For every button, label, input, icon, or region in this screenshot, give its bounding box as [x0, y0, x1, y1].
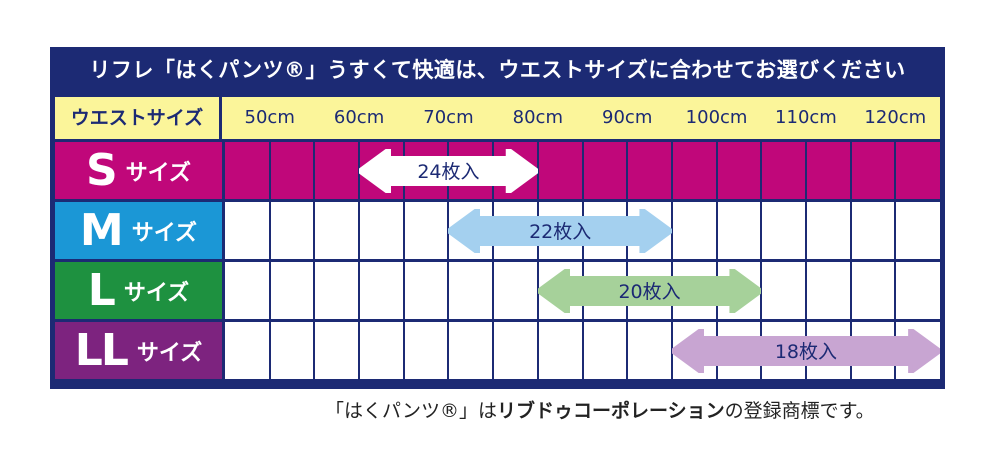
grid-line — [581, 142, 584, 199]
grid-line — [313, 142, 316, 199]
grid-line — [358, 202, 361, 259]
size-row: LL サイズ 18枚入 — [55, 322, 940, 379]
grid-line — [313, 322, 316, 379]
size-word: サイズ — [131, 220, 198, 246]
pack-count: 18枚入 — [774, 341, 838, 363]
grid-line — [402, 202, 405, 259]
range-arrow — [671, 328, 940, 373]
waist-tick: 60cm — [333, 107, 385, 128]
pack-count: 20枚入 — [618, 281, 681, 303]
size-letter: L — [87, 265, 116, 316]
range-arrow — [359, 148, 538, 193]
range-arrow-shape — [448, 208, 672, 253]
waist-tick: 100cm — [685, 107, 748, 128]
size-range-grid: 18枚入 — [225, 322, 940, 379]
range-arrow — [537, 268, 762, 313]
size-row: S サイズ 24枚入 — [55, 142, 940, 199]
grid-line — [492, 322, 495, 379]
grid-line — [804, 202, 807, 259]
grid-line — [715, 202, 718, 259]
waist-tick: 80cm — [512, 107, 563, 128]
grid-line — [849, 202, 852, 259]
grid-line — [760, 262, 763, 319]
waist-tick: 90cm — [602, 107, 653, 128]
size-range-grid: 24枚入 — [225, 142, 940, 199]
grid-line — [849, 262, 852, 319]
grid-line — [536, 322, 539, 379]
footnote-pre: 「はくパンツ®」は — [325, 400, 497, 422]
size-letter: LL — [74, 325, 129, 376]
waist-size-header: ウエストサイズ 50cm 60cm 70cm 80cm 90cm 100cm 110cm 12… — [55, 97, 940, 139]
pack-count: 24枚入 — [417, 161, 480, 183]
grid-line — [715, 142, 718, 199]
range-arrow-shape — [671, 328, 940, 373]
grid-line — [536, 142, 539, 199]
range-arrow-shape — [537, 268, 762, 313]
grid-line — [358, 322, 361, 379]
chart-title: リフレ「はくパンツ®」うすくて快適は、ウエストサイズに合わせてお選びください — [89, 58, 906, 82]
grid-line — [894, 142, 897, 199]
size-word: サイズ — [136, 340, 203, 366]
waist-tick-area: 50cm 60cm 70cm 80cm 90cm 100cm 110cm 120cm — [225, 97, 940, 139]
grid-line — [670, 202, 673, 259]
size-row: L サイズ 20枚入 — [55, 262, 940, 319]
pack-count: 22枚入 — [529, 221, 592, 243]
size-label: L サイズ — [55, 262, 222, 319]
grid-line — [447, 262, 450, 319]
size-range-grid: 20枚入 — [225, 262, 940, 319]
grid-line — [268, 262, 271, 319]
grid-line — [447, 322, 450, 379]
grid-line — [313, 202, 316, 259]
grid-line — [849, 142, 852, 199]
waist-tick: 120cm — [864, 107, 927, 128]
grid-line — [268, 202, 271, 259]
grid-line — [894, 262, 897, 319]
grid-line — [581, 322, 584, 379]
grid-line — [268, 142, 271, 199]
size-label: LL サイズ — [55, 322, 222, 379]
grid-line — [760, 142, 763, 199]
size-label: S サイズ — [55, 142, 222, 199]
grid-line — [760, 202, 763, 259]
range-arrow — [448, 208, 672, 253]
waist-tick: 50cm — [244, 107, 295, 128]
size-label: M サイズ — [55, 202, 222, 259]
size-chart: リフレ「はくパンツ®」うすくて快適は、ウエストサイズに合わせてお選びください ウ… — [50, 47, 945, 389]
grid-line — [358, 262, 361, 319]
grid-line — [804, 142, 807, 199]
size-row: M サイズ 22枚入 — [55, 202, 940, 259]
grid-line — [402, 262, 405, 319]
size-word: サイズ — [123, 280, 190, 306]
grid-line — [402, 322, 405, 379]
waist-size-label: ウエストサイズ — [55, 97, 222, 139]
grid-line — [492, 262, 495, 319]
grid-line — [313, 262, 316, 319]
size-word: サイズ — [125, 160, 192, 186]
footnote-brand: リブドゥコーポレーション — [496, 400, 725, 422]
grid-line — [670, 142, 673, 199]
waist-tick: 110cm — [775, 107, 837, 128]
grid-line — [268, 322, 271, 379]
footnote-post: の登録商標です。 — [724, 400, 875, 422]
size-letter: M — [79, 205, 124, 256]
grid-line — [626, 142, 629, 199]
size-letter: S — [85, 145, 118, 196]
size-range-grid: 22枚入 — [225, 202, 940, 259]
grid-line — [626, 322, 629, 379]
waist-tick: 70cm — [423, 107, 474, 128]
grid-line — [804, 262, 807, 319]
grid-line — [894, 202, 897, 259]
trademark-footnote: 「はくパンツ®」はリブドゥコーポレーションの登録商標です。 — [325, 396, 875, 426]
range-arrow-shape — [359, 148, 538, 193]
